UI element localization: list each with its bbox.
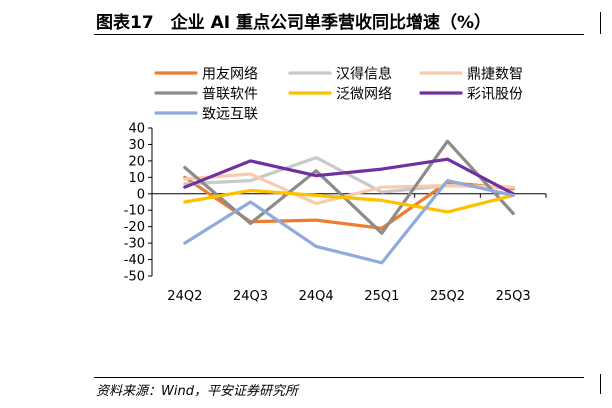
x-tick-label: 24Q4 <box>299 289 334 304</box>
legend-label: 普联软件 <box>202 87 258 103</box>
source-note: 资料来源：Wind，平安证券研究所 <box>96 384 298 399</box>
x-tick-label: 24Q2 <box>167 289 202 304</box>
y-tick-label: 0 <box>137 187 145 202</box>
chart-title: 图表17 企业 AI 重点公司单季营收同比增速（%） <box>96 13 492 33</box>
x-tick-label: 24Q3 <box>233 289 268 304</box>
x-tick-label: 25Q3 <box>496 289 531 304</box>
series-line-3 <box>183 172 515 206</box>
series-line-4 <box>183 139 515 235</box>
title-underline <box>94 34 584 35</box>
legend-label: 汉得信息 <box>336 66 392 83</box>
y-tick-label: 30 <box>128 138 145 153</box>
y-tick-label: -10 <box>124 204 145 219</box>
legend-label: 用友网络 <box>202 67 258 83</box>
x-tick-label: 25Q1 <box>364 289 399 304</box>
series-line-5 <box>183 188 515 214</box>
y-tick-label: -40 <box>124 253 145 268</box>
y-tick-label: 40 <box>128 122 145 137</box>
legend-label: 泛微网络 <box>336 87 392 103</box>
legend-label: 彩讯股份 <box>467 87 523 103</box>
y-tick-label: -20 <box>124 220 145 235</box>
edge-divider <box>600 12 601 34</box>
y-tick-label: 20 <box>128 154 145 169</box>
y-tick-label: -50 <box>124 270 145 285</box>
edge-divider-bottom <box>600 374 601 394</box>
series-line-7 <box>183 179 515 265</box>
legend-label: 致远互联 <box>202 107 258 123</box>
y-tick-label: -30 <box>124 237 145 252</box>
legend-label: 鼎捷数智 <box>467 67 523 83</box>
y-tick-label: 10 <box>128 171 145 186</box>
figure-header: 图表17 企业 AI 重点公司单季营收同比增速（%） <box>0 0 601 40</box>
chart-series <box>183 139 515 265</box>
source-divider <box>94 377 584 378</box>
series-line-6 <box>183 157 515 196</box>
x-tick-label: 25Q2 <box>430 289 465 304</box>
